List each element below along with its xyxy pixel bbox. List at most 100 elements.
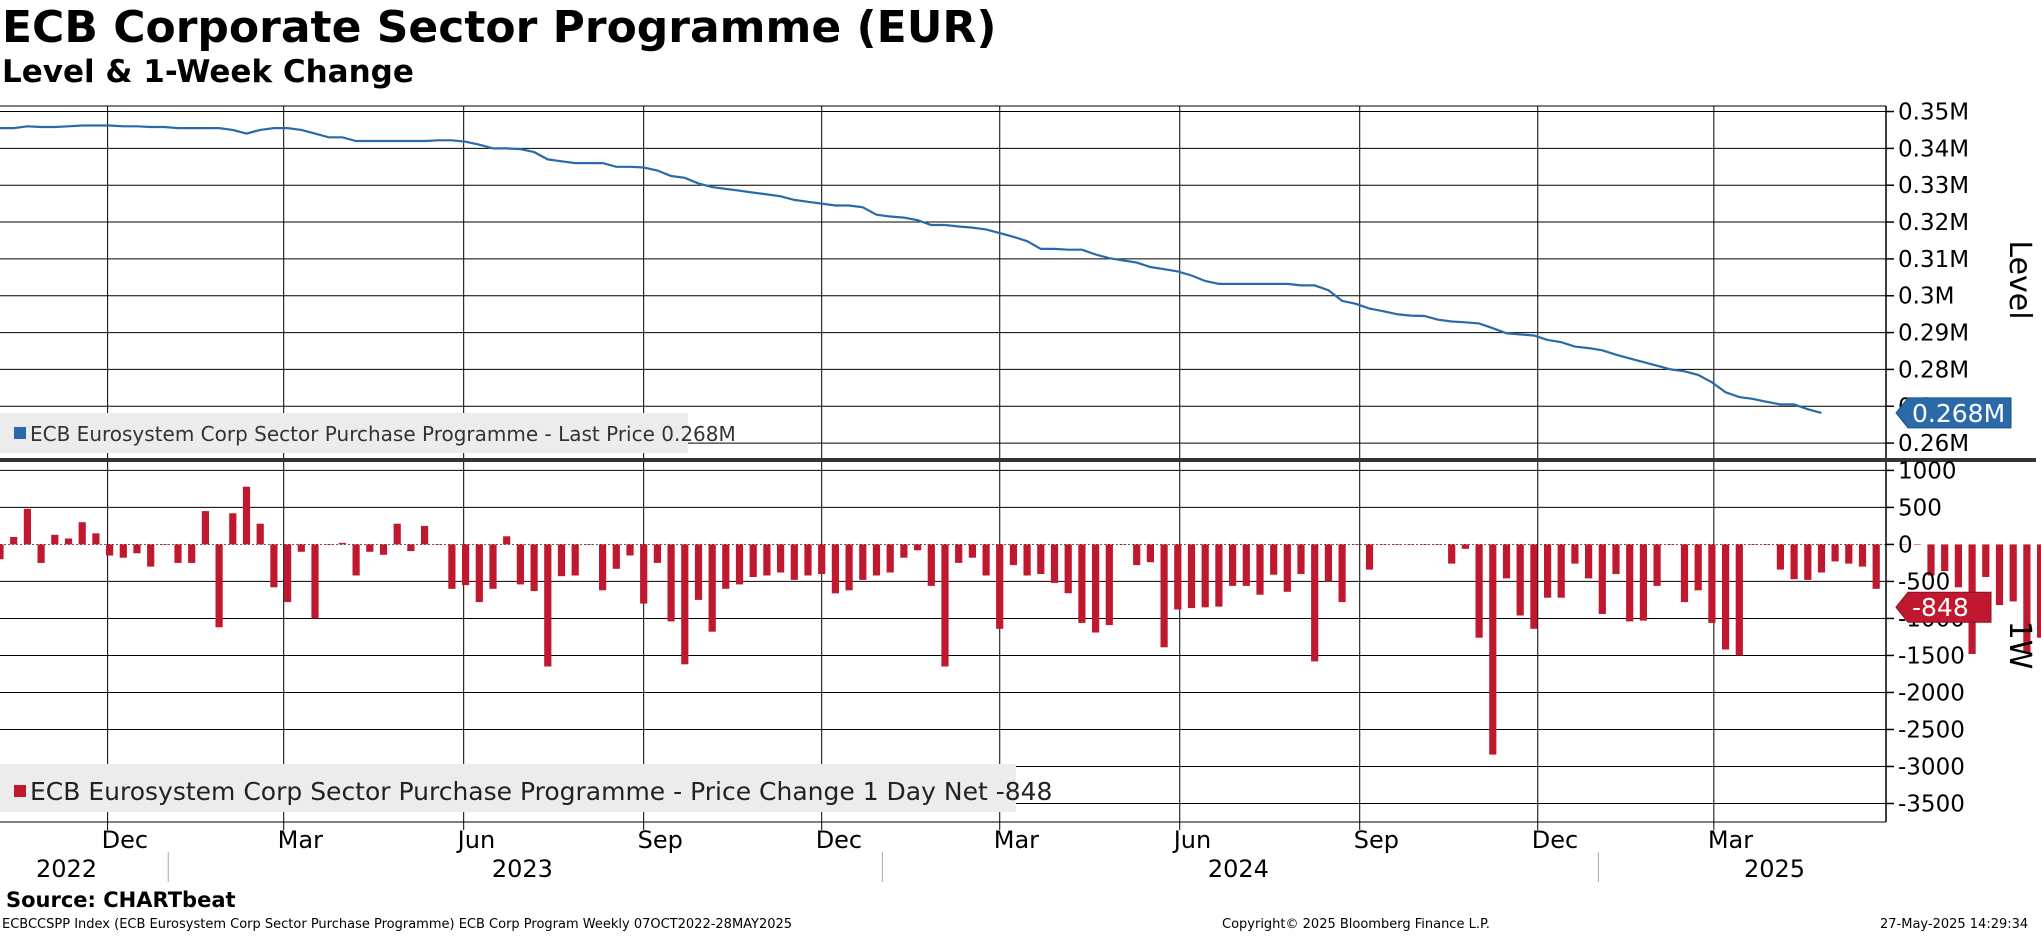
change-bar	[681, 544, 689, 665]
change-bar	[37, 544, 45, 563]
change-bar	[1516, 544, 1524, 616]
change-bar	[325, 544, 333, 545]
change-bar	[242, 486, 251, 545]
change-tick-label: 1000	[1898, 458, 1957, 484]
month-label: Dec	[102, 826, 148, 854]
change-bar	[1954, 544, 1962, 588]
change-bar	[1352, 544, 1360, 545]
change-tick-label: -3500	[1898, 791, 1965, 817]
change-bar	[1831, 544, 1839, 562]
change-bar	[1146, 544, 1154, 563]
change-last-value-badge	[1895, 591, 1992, 623]
month-label: Mar	[278, 826, 323, 854]
change-bar	[1187, 544, 1196, 609]
change-bar	[557, 544, 566, 577]
change-bar	[78, 522, 86, 545]
change-bar	[1119, 544, 1127, 545]
change-bar	[708, 544, 716, 632]
change-bar	[914, 544, 922, 551]
month-label: Sep	[1354, 826, 1399, 854]
change-bar	[503, 536, 511, 545]
axis-layer: 0.26M0.27M0.28M0.29M0.3M0.31M0.32M0.33M0…	[0, 100, 2037, 883]
change-tick-label: -2500	[1898, 717, 1965, 743]
change-bar	[1379, 544, 1387, 545]
change-bar	[996, 544, 1004, 629]
change-bar	[407, 544, 415, 552]
change-bar	[1201, 544, 1209, 608]
change-bar	[23, 508, 31, 545]
grid-layer	[0, 106, 1886, 822]
change-bar	[968, 544, 976, 558]
change-bar	[188, 544, 196, 563]
change-tick-label: -3000	[1898, 754, 1965, 780]
change-bar	[667, 544, 675, 622]
change-bar	[215, 544, 223, 628]
change-bar	[1393, 544, 1401, 545]
change-bar	[735, 544, 744, 585]
change-bar	[270, 544, 278, 588]
change-bar	[1598, 544, 1606, 614]
chart-subtitle: Level & 1-Week Change	[2, 54, 414, 90]
change-bar	[694, 544, 703, 600]
change-bar	[1790, 544, 1798, 580]
change-bar	[421, 525, 429, 545]
change-bar	[1311, 544, 1319, 662]
year-label: 2025	[1744, 855, 1805, 883]
change-bar	[1064, 544, 1072, 594]
change-bar	[790, 544, 798, 580]
change-bar	[1982, 544, 1990, 577]
change-bar	[818, 544, 826, 574]
change-bar	[1229, 544, 1237, 586]
change-legend-box	[0, 764, 1016, 812]
change-legend-swatch	[14, 785, 26, 797]
change-last-value-label: -848	[1912, 593, 1969, 622]
change-bar	[119, 544, 127, 558]
change-bar	[831, 544, 839, 594]
change-bar	[64, 538, 73, 545]
change-bar	[1913, 544, 1921, 545]
change-tick-label: 0	[1898, 532, 1913, 558]
change-bar	[1338, 544, 1346, 603]
month-label: Jun	[1172, 826, 1212, 854]
change-bar	[1242, 544, 1250, 586]
change-bar	[10, 537, 18, 545]
change-bar	[626, 544, 634, 556]
level-last-value-badge	[1895, 397, 2012, 429]
change-bar	[599, 544, 607, 591]
change-bar	[900, 544, 908, 558]
change-bar	[1653, 544, 1661, 586]
change-bar	[1461, 544, 1469, 549]
change-bar	[1420, 544, 1428, 545]
change-bar	[1995, 544, 2004, 606]
month-label: Dec	[1532, 826, 1578, 854]
change-bar	[462, 544, 470, 586]
year-label: 2023	[492, 855, 553, 883]
year-label: 2022	[36, 855, 97, 883]
change-bar	[530, 544, 538, 591]
change-bar	[1639, 544, 1647, 621]
change-bar	[516, 544, 524, 585]
change-bar	[749, 544, 757, 577]
level-tick-label: 0.35M	[1898, 100, 1969, 126]
change-bar	[1448, 544, 1456, 564]
change-bar	[763, 544, 771, 576]
change-bar	[1475, 544, 1483, 638]
change-bar	[2037, 544, 2041, 638]
level-legend-label: ECB Eurosystem Corp Sector Purchase Prog…	[30, 422, 736, 446]
level-tick-label: 0.31M	[1898, 247, 1969, 273]
change-bar	[640, 544, 648, 604]
change-bar	[160, 544, 168, 545]
change-bar	[1133, 544, 1141, 566]
month-label: Mar	[994, 826, 1039, 854]
change-tick-label: 500	[1898, 495, 1942, 521]
change-bar	[1680, 544, 1689, 603]
change-bar	[859, 544, 867, 580]
change-bar	[585, 544, 593, 545]
level-axis-title: Level	[2002, 240, 2037, 319]
level-tick-label: 0.34M	[1898, 136, 1969, 162]
legend-layer: ECB Eurosystem Corp Sector Purchase Prog…	[0, 413, 1052, 812]
change-bar	[434, 544, 442, 545]
change-bar	[612, 544, 620, 569]
change-bar	[845, 544, 853, 591]
change-bar	[1365, 544, 1374, 570]
